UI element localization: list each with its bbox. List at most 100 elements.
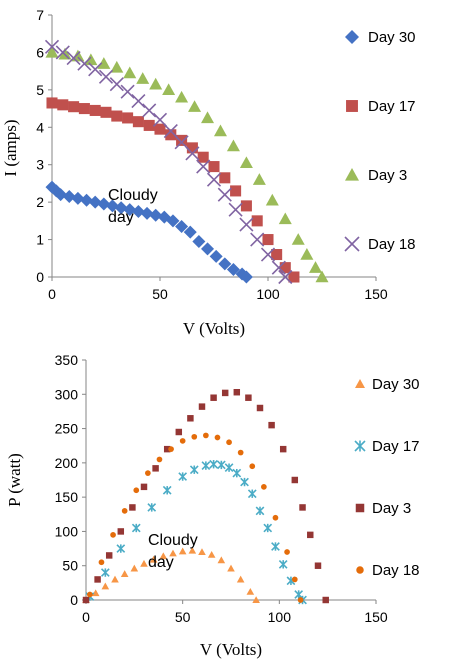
- data-point: [166, 214, 180, 228]
- data-point: [186, 142, 198, 154]
- data-point: [271, 260, 286, 275]
- data-point: [278, 212, 292, 225]
- legend-label: Day 3: [368, 167, 407, 184]
- data-point: [110, 60, 124, 73]
- data-point: [255, 506, 265, 516]
- data-point: [147, 503, 157, 512]
- iv-series-marks: [44, 39, 329, 285]
- data-point: [169, 549, 177, 557]
- iv-annotation-line2: day: [108, 209, 134, 226]
- data-point: [291, 476, 299, 484]
- data-point: [228, 202, 243, 217]
- data-point: [219, 172, 231, 184]
- data-point: [156, 456, 163, 463]
- data-point: [162, 83, 176, 96]
- iv-annotation-line1: Cloudy: [108, 187, 158, 204]
- data-point: [152, 112, 168, 127]
- legend-item: Day 17: [346, 98, 416, 115]
- data-point: [192, 234, 206, 248]
- data-point: [239, 156, 253, 169]
- data-point: [291, 576, 298, 583]
- data-point: [300, 248, 314, 260]
- pv-chart: 0 50 100 150 200 250 300 350 0 50 100 150 V (Volts…: [5, 352, 420, 659]
- data-point: [105, 552, 113, 559]
- data-point: [207, 550, 216, 558]
- data-point: [208, 161, 220, 173]
- data-point: [179, 438, 186, 444]
- data-point: [245, 394, 252, 401]
- legend-item: Day 3: [355, 500, 411, 517]
- data-point: [191, 433, 198, 440]
- data-point: [163, 445, 171, 453]
- data-point: [175, 219, 189, 233]
- y-tick-label: 50: [62, 558, 78, 574]
- data-point: [178, 472, 188, 481]
- data-point: [77, 56, 92, 71]
- data-point: [140, 559, 148, 567]
- data-point: [149, 77, 163, 90]
- data-point: [84, 53, 98, 66]
- data-point: [87, 591, 93, 598]
- data-point: [261, 484, 267, 490]
- data-point: [45, 45, 59, 58]
- data-point: [89, 104, 101, 116]
- data-point: [271, 542, 280, 551]
- data-point: [91, 589, 100, 597]
- data-point: [236, 575, 245, 583]
- data-point: [237, 449, 244, 456]
- legend-label: Day 18: [372, 562, 420, 579]
- data-point: [98, 69, 114, 84]
- data-point: [268, 421, 275, 429]
- data-point: [240, 477, 249, 487]
- data-point: [142, 103, 157, 118]
- data-point: [263, 523, 273, 533]
- data-point: [201, 242, 215, 256]
- y-tick-label: 250: [55, 421, 79, 437]
- data-point: [123, 66, 137, 79]
- data-point: [315, 270, 329, 283]
- data-point: [213, 124, 227, 137]
- data-point: [279, 445, 287, 453]
- data-point: [71, 191, 85, 205]
- data-point: [227, 564, 235, 572]
- legend-marker: [346, 100, 358, 112]
- data-point: [233, 388, 241, 396]
- data-point: [217, 556, 226, 564]
- data-point: [198, 403, 206, 410]
- data-point: [252, 173, 266, 185]
- legend-label: Day 30: [368, 29, 416, 46]
- legend-item: Day 3: [345, 167, 407, 184]
- data-point: [176, 134, 188, 146]
- data-point: [226, 139, 240, 152]
- data-point: [62, 190, 76, 204]
- pv-y-axis-title: P (watt): [5, 453, 24, 507]
- x-tick-label: 50: [152, 286, 168, 302]
- data-point: [152, 465, 159, 472]
- data-point: [82, 596, 90, 604]
- data-point: [140, 483, 148, 491]
- data-point: [256, 404, 264, 412]
- x-tick-label: 0: [48, 286, 56, 302]
- legend-marker: [345, 168, 359, 181]
- data-point: [121, 508, 128, 514]
- data-point: [239, 270, 253, 284]
- data-point: [94, 576, 101, 583]
- x-tick-label: 50: [175, 609, 191, 625]
- data-point: [299, 504, 306, 511]
- iv-y-axis-title: I (amps): [1, 119, 20, 176]
- data-point: [279, 262, 291, 274]
- legend-item: Day 30: [355, 376, 420, 393]
- legend-marker: [355, 379, 365, 388]
- data-point: [168, 446, 174, 452]
- legend-item: Day 18: [356, 562, 420, 579]
- legend-label: Day 30: [372, 376, 420, 393]
- data-point: [149, 555, 158, 563]
- data-point: [159, 552, 168, 560]
- pv-y-ticks: 0 50 100 150 200 250 300 350: [55, 352, 86, 608]
- y-tick-label: 6: [36, 44, 44, 60]
- data-point: [143, 119, 155, 131]
- data-point: [201, 111, 215, 124]
- y-tick-label: 0: [70, 592, 78, 608]
- y-tick-label: 200: [55, 455, 79, 471]
